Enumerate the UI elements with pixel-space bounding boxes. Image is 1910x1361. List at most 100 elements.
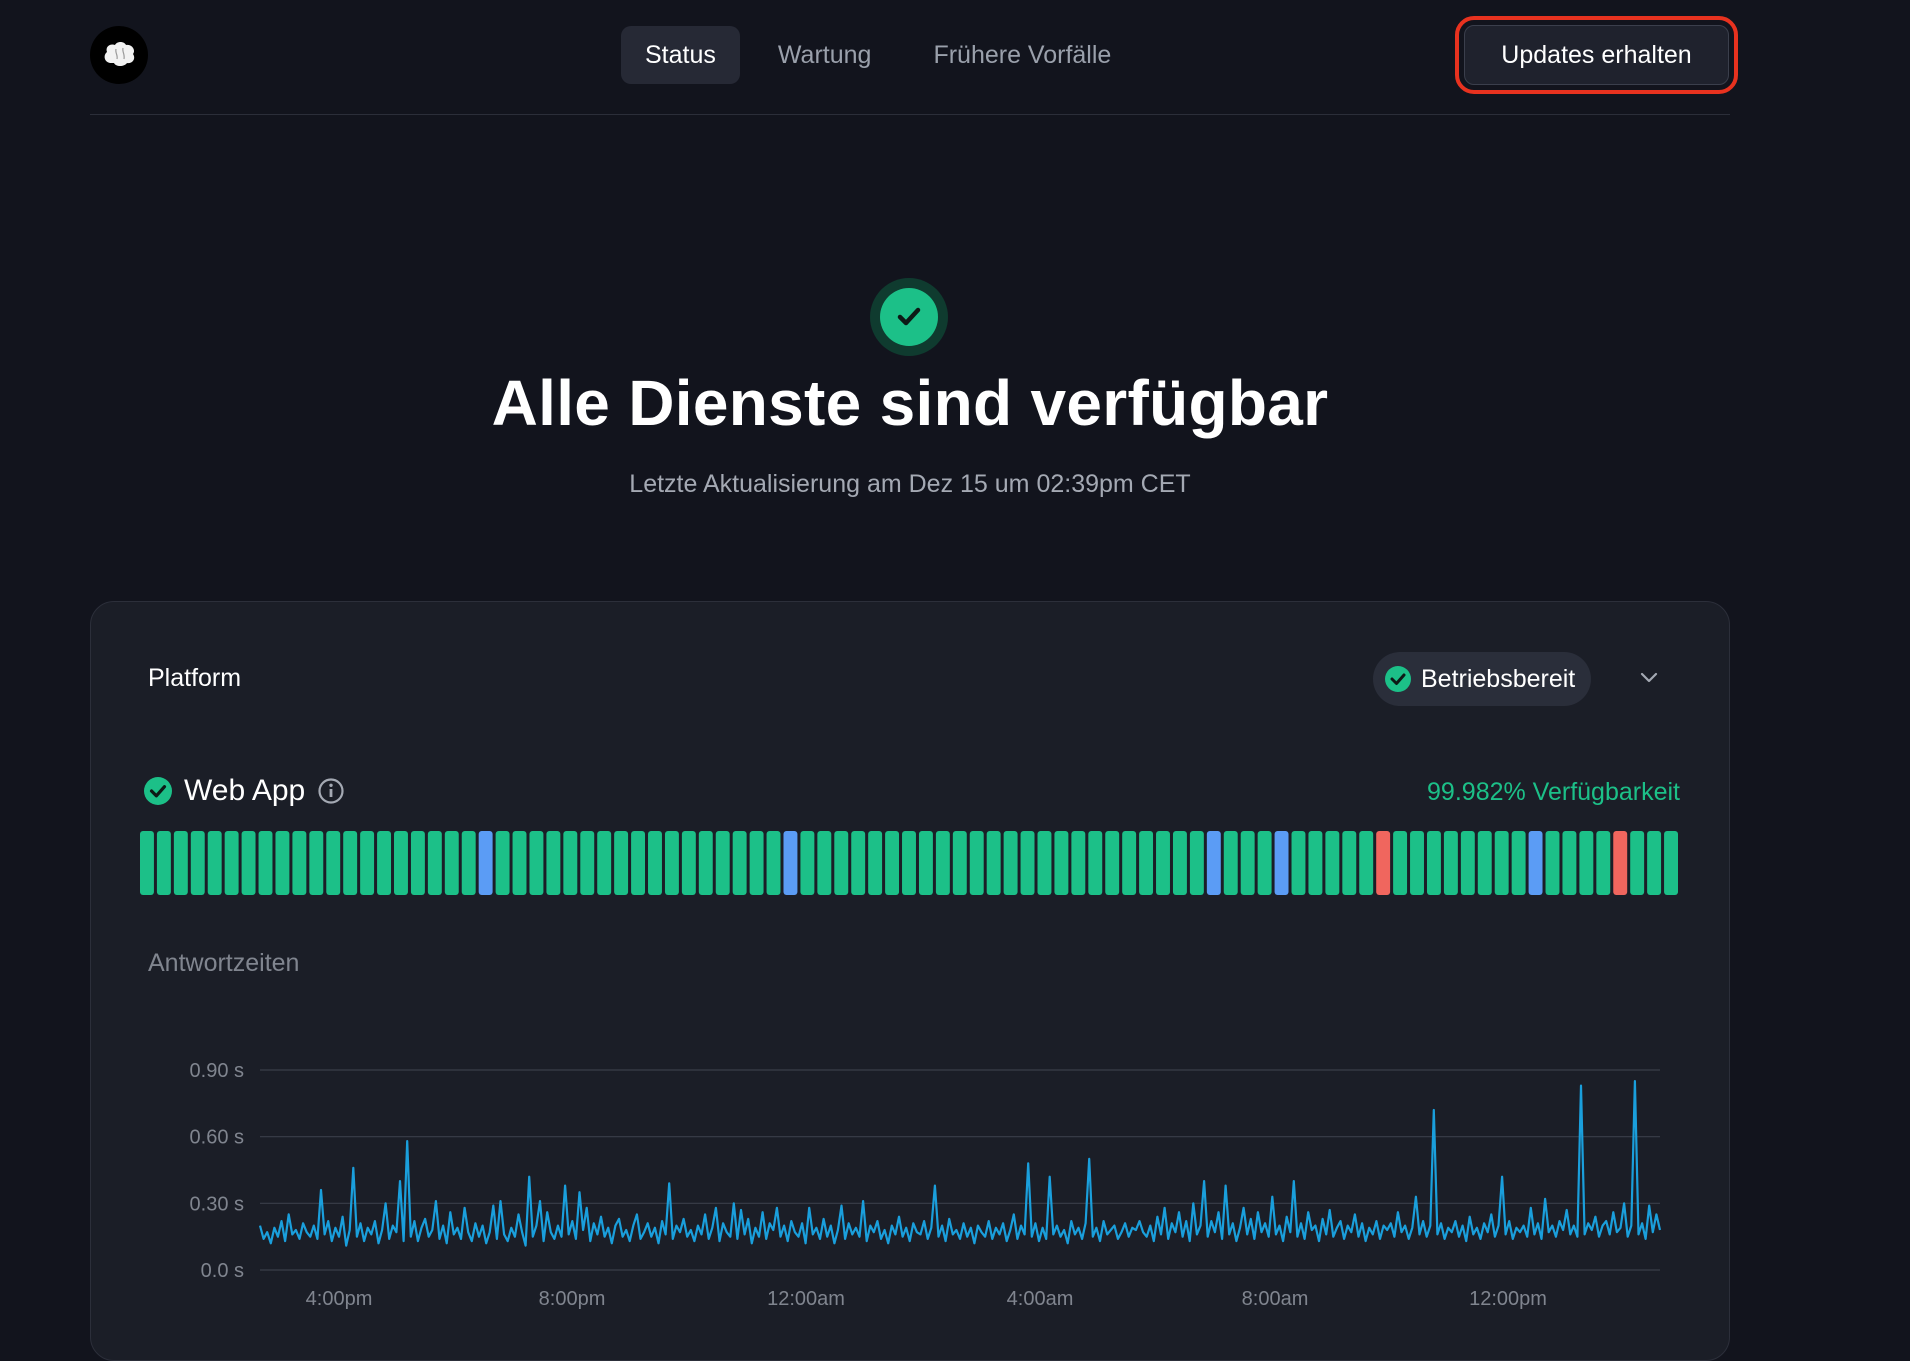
uptime-day-bar[interactable]	[1156, 831, 1170, 895]
uptime-day-bar[interactable]	[1020, 831, 1035, 895]
uptime-day-bar[interactable]	[1596, 831, 1611, 895]
group-status-badge[interactable]: Betriebsbereit	[1373, 652, 1592, 706]
uptime-day-bar[interactable]	[1291, 831, 1306, 895]
uptime-day-bar[interactable]	[631, 831, 646, 895]
uptime-day-bar[interactable]	[715, 831, 730, 895]
uptime-day-bar[interactable]	[478, 831, 493, 895]
uptime-day-bar[interactable]	[377, 831, 392, 895]
info-icon[interactable]	[317, 777, 345, 805]
uptime-day-bar[interactable]	[529, 831, 544, 895]
uptime-day-bar[interactable]	[868, 831, 883, 895]
uptime-day-bar[interactable]	[1511, 831, 1526, 895]
uptime-day-bar[interactable]	[140, 831, 154, 895]
uptime-day-bar[interactable]	[766, 831, 781, 895]
uptime-day-bar[interactable]	[783, 831, 798, 895]
uptime-day-bar[interactable]	[1664, 831, 1678, 895]
uptime-day-bar[interactable]	[1528, 831, 1543, 895]
uptime-day-bar[interactable]	[681, 831, 696, 895]
uptime-day-bar[interactable]	[1477, 831, 1492, 895]
uptime-day-bar[interactable]	[648, 831, 662, 895]
uptime-day-bar[interactable]	[1206, 831, 1221, 895]
uptime-day-bar[interactable]	[512, 831, 527, 895]
uptime-day-bar[interactable]	[1325, 831, 1340, 895]
uptime-day-bar[interactable]	[495, 831, 510, 895]
uptime-day-bar[interactable]	[275, 831, 290, 895]
uptime-day-bar[interactable]	[1494, 831, 1509, 895]
uptime-day-bar[interactable]	[1274, 831, 1289, 895]
uptime-day-bar[interactable]	[1613, 831, 1628, 895]
uptime-day-bar[interactable]	[1105, 831, 1120, 895]
uptime-day-bar[interactable]	[1647, 831, 1662, 895]
uptime-day-bar[interactable]	[1342, 831, 1357, 895]
uptime-day-bar[interactable]	[1122, 831, 1137, 895]
uptime-day-bar[interactable]	[1410, 831, 1424, 895]
uptime-day-bar[interactable]	[1037, 831, 1052, 895]
get-updates-button[interactable]: Updates erhalten	[1455, 16, 1738, 94]
uptime-day-bar[interactable]	[444, 831, 459, 895]
uptime-day-bar[interactable]	[1579, 831, 1594, 895]
uptime-day-bar[interactable]	[851, 831, 866, 895]
uptime-day-bar[interactable]	[207, 831, 222, 895]
uptime-day-bar[interactable]	[173, 831, 188, 895]
uptime-day-bar[interactable]	[224, 831, 239, 895]
uptime-day-bar[interactable]	[427, 831, 442, 895]
uptime-day-bar[interactable]	[1257, 831, 1272, 895]
uptime-day-bar[interactable]	[410, 831, 425, 895]
uptime-day-bar[interactable]	[986, 831, 1001, 895]
uptime-day-bar[interactable]	[1562, 831, 1577, 895]
nav-maintenance[interactable]: Wartung	[777, 40, 872, 69]
uptime-day-bar[interactable]	[343, 831, 358, 895]
uptime-day-bar[interactable]	[1071, 831, 1086, 895]
uptime-day-bar[interactable]	[1545, 831, 1560, 895]
uptime-day-bar[interactable]	[834, 831, 849, 895]
uptime-day-bar[interactable]	[461, 831, 476, 895]
uptime-day-bar[interactable]	[952, 831, 967, 895]
uptime-day-bar[interactable]	[580, 831, 595, 895]
uptime-day-bar[interactable]	[1460, 831, 1475, 895]
uptime-day-bar[interactable]	[664, 831, 679, 895]
uptime-day-bar[interactable]	[1630, 831, 1645, 895]
uptime-day-bar[interactable]	[918, 831, 933, 895]
uptime-day-bar[interactable]	[969, 831, 984, 895]
uptime-day-bar[interactable]	[614, 831, 629, 895]
uptime-day-bar[interactable]	[1376, 831, 1391, 895]
uptime-day-bar[interactable]	[563, 831, 578, 895]
uptime-day-bar[interactable]	[190, 831, 205, 895]
uptime-day-bar[interactable]	[258, 831, 273, 895]
uptime-day-bar[interactable]	[309, 831, 324, 895]
uptime-day-bar[interactable]	[394, 831, 408, 895]
uptime-day-bar[interactable]	[1426, 831, 1441, 895]
uptime-day-bar[interactable]	[156, 831, 171, 895]
uptime-day-bar[interactable]	[546, 831, 561, 895]
uptime-day-bar[interactable]	[292, 831, 307, 895]
uptime-day-bar[interactable]	[597, 831, 612, 895]
uptime-day-bar[interactable]	[1003, 831, 1018, 895]
uptime-day-bar[interactable]	[698, 831, 713, 895]
uptime-day-bar[interactable]	[1223, 831, 1238, 895]
chevron-down-icon[interactable]	[1637, 665, 1661, 689]
uptime-day-bar[interactable]	[326, 831, 341, 895]
uptime-day-bar[interactable]	[817, 831, 832, 895]
uptime-day-bar[interactable]	[749, 831, 764, 895]
uptime-day-bar[interactable]	[935, 831, 950, 895]
uptime-day-bar[interactable]	[1443, 831, 1458, 895]
uptime-day-bar[interactable]	[885, 831, 900, 895]
uptime-day-bar[interactable]	[1172, 831, 1187, 895]
uptime-day-bar[interactable]	[360, 831, 375, 895]
brand-logo[interactable]	[90, 26, 148, 84]
nav-status[interactable]: Status	[621, 26, 740, 84]
uptime-day-bar[interactable]	[1240, 831, 1255, 895]
uptime-day-bar[interactable]	[1359, 831, 1374, 895]
uptime-day-bar[interactable]	[1308, 831, 1323, 895]
uptime-day-bar[interactable]	[732, 831, 747, 895]
uptime-day-bar[interactable]	[800, 831, 815, 895]
uptime-day-bar[interactable]	[1054, 831, 1069, 895]
uptime-day-bar[interactable]	[1139, 831, 1154, 895]
nav-past-incidents[interactable]: Frühere Vorfälle	[933, 40, 1112, 69]
uptime-day-bar[interactable]	[1189, 831, 1204, 895]
uptime-day-bar[interactable]	[1393, 831, 1408, 895]
uptime-day-bar[interactable]	[902, 831, 916, 895]
y-tick-label: 0.0 s	[201, 1260, 244, 1282]
uptime-day-bar[interactable]	[1088, 831, 1103, 895]
uptime-day-bar[interactable]	[241, 831, 256, 895]
